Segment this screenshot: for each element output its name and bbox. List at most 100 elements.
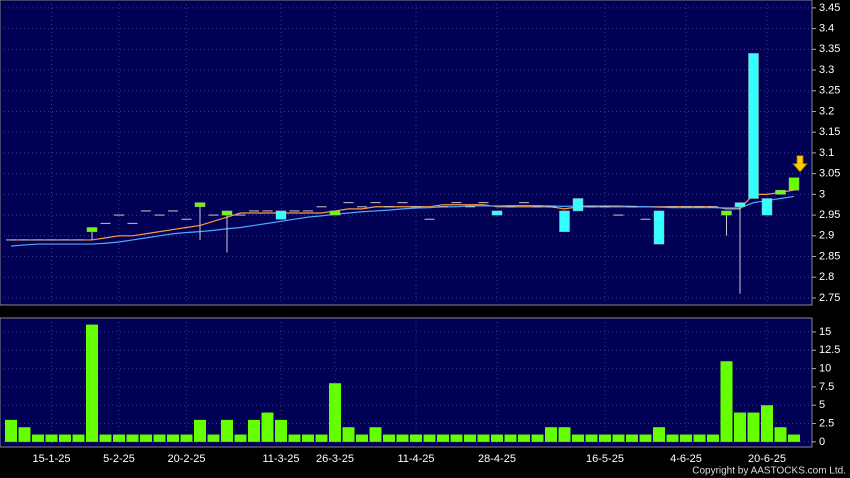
volume-bar: [653, 427, 665, 442]
volume-bar: [761, 405, 773, 442]
candle-body: [329, 210, 341, 216]
x-tick-label: 11-3-25: [262, 453, 299, 465]
volume-bar: [248, 419, 260, 442]
x-tick-label: 15-1-25: [33, 453, 71, 465]
volume-bar: [774, 427, 787, 442]
y-tick-label: 5: [819, 399, 825, 411]
volume-bar: [558, 427, 571, 442]
candle-body: [221, 210, 233, 216]
y-tick-label: 2.8: [819, 271, 834, 283]
volume-bar: [45, 434, 58, 442]
volume-bar: [18, 427, 31, 442]
candle-body: [86, 227, 98, 232]
volume-bar: [99, 434, 112, 442]
volume-bar: [342, 427, 355, 442]
y-tick-label: 2.5: [819, 417, 834, 429]
volume-bar: [59, 434, 71, 442]
volume-bar: [207, 434, 220, 442]
volume-bar: [734, 412, 746, 442]
volume-bar: [612, 434, 625, 442]
marker-arrow: [792, 155, 808, 173]
volume-bar: [288, 434, 301, 442]
candle-body: [734, 202, 746, 208]
y-tick-label: 12.5: [819, 344, 840, 356]
volume-bar: [626, 434, 638, 442]
volume-bar: [437, 434, 449, 442]
volume-bar: [356, 434, 368, 442]
y-tick-label: 3.35: [819, 43, 840, 55]
y-tick-label: 3.1: [819, 147, 834, 159]
volume-bar: [639, 434, 652, 442]
x-tick-label: 20-2-25: [168, 453, 206, 465]
x-tick-label: 28-4-25: [478, 453, 516, 465]
volume-bar: [302, 434, 314, 442]
x-tick-label: 16-5-25: [586, 453, 624, 465]
volume-bar: [194, 419, 206, 442]
candle-body: [653, 210, 665, 245]
volume-bar: [491, 434, 503, 442]
candle-body: [194, 202, 206, 208]
y-tick-label: 3.05: [819, 168, 840, 180]
y-tick-label: 2.85: [819, 250, 840, 262]
volume-bar: [720, 361, 733, 442]
candle-body: [721, 210, 732, 216]
copyright: Copyright by AASTOCKS.com Ltd.: [692, 466, 846, 477]
candle-body: [788, 177, 800, 191]
volume-bar: [180, 434, 193, 442]
x-tick-label: 4-6-25: [670, 453, 702, 465]
y-tick-label: 3.2: [819, 105, 834, 117]
x-tick-label: 20-6-25: [748, 453, 786, 465]
candle-body: [748, 53, 759, 199]
candle-body: [491, 210, 503, 216]
volume-bar: [707, 434, 719, 442]
volume-bar: [86, 324, 98, 442]
y-tick-label: 3.3: [819, 64, 834, 76]
candle-body: [275, 210, 287, 220]
candle-body: [559, 210, 570, 232]
volume-bar: [423, 434, 436, 442]
volume-bar: [693, 434, 706, 442]
volume-bar: [261, 412, 274, 442]
volume-bar: [464, 434, 476, 442]
volume-bar: [221, 419, 233, 442]
y-tick-label: 0: [819, 436, 825, 448]
y-tick-label: 2.95: [819, 209, 840, 221]
volume-bar: [450, 434, 463, 442]
volume-bar: [585, 434, 598, 442]
y-tick-label: 10: [819, 362, 831, 374]
volume-bar: [315, 434, 328, 442]
volume-bar: [572, 434, 584, 442]
candle-body: [761, 198, 773, 216]
volume-bar: [599, 434, 611, 442]
volume-bar: [113, 434, 125, 442]
volume-bar: [153, 434, 166, 442]
x-tick-label: 26-3-25: [316, 453, 354, 465]
volume-bar: [126, 434, 139, 442]
y-tick-label: 3.25: [819, 85, 840, 97]
candle-body: [775, 189, 786, 195]
y-tick-label: 3.15: [819, 126, 840, 138]
y-tick-label: 3: [819, 188, 825, 200]
volume-bar: [504, 434, 517, 442]
y-tick-label: 3.45: [819, 2, 840, 14]
volume-bar: [383, 434, 395, 442]
volume-bar: [531, 434, 544, 442]
volume-bar: [680, 434, 692, 442]
volume-bar: [396, 434, 409, 442]
volume-bar: [518, 434, 530, 442]
price-panel: [0, 0, 813, 306]
moving-average-line: [10, 195, 795, 247]
volume-bar: [234, 434, 247, 442]
volume-bar: [329, 383, 341, 442]
volume-bar: [666, 434, 679, 442]
volume-bar: [5, 419, 17, 442]
volume-bar: [140, 434, 152, 442]
volume-bar: [410, 434, 422, 442]
volume-bar: [32, 434, 44, 442]
volume-bar: [369, 427, 382, 442]
volume-bar: [747, 412, 760, 442]
y-tick-label: 15: [819, 326, 831, 338]
volume-bar: [167, 434, 179, 442]
